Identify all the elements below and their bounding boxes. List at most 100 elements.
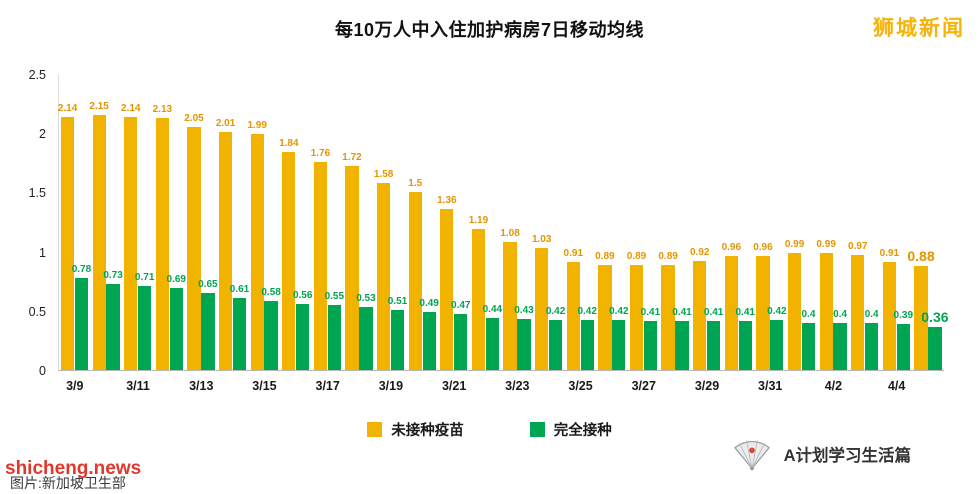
bar-vaccinated — [580, 320, 594, 370]
bar-unvaccinated — [282, 152, 296, 370]
legend-item-unvaccinated: 未接种疫苗 — [367, 419, 464, 440]
value-label: 0.96 — [721, 242, 742, 254]
bar-vaccinated — [485, 317, 499, 370]
value-label: 1.58 — [373, 168, 394, 180]
bar-group: 1.72 0.53 — [342, 75, 376, 370]
value-label: 0.71 — [134, 271, 155, 283]
bar-group: 2.01 0.61 — [215, 75, 249, 370]
value-label: 0.53 — [356, 293, 376, 305]
bar-group: 0.88 0.36 — [907, 75, 949, 370]
brand-logo: 狮城新闻 — [873, 17, 965, 40]
bar-vaccinated — [896, 323, 910, 370]
value-label: 2.01 — [215, 118, 236, 130]
value-label: 0.41 — [703, 307, 724, 319]
y-tick-label: 0 — [39, 364, 46, 378]
value-label: 0.36 — [921, 309, 949, 326]
value-label: 2.05 — [184, 113, 204, 125]
value-label: 1.99 — [247, 120, 267, 132]
credit-text: 图片:新加坡卫生部 — [10, 475, 126, 491]
x-tick-label: 4/2 — [824, 379, 843, 393]
y-tick-label: 2 — [39, 127, 46, 142]
y-tick-label: 1.5 — [28, 186, 46, 201]
bar-group: 1.58 0.51 3/19 — [373, 75, 407, 393]
value-label: 0.44 — [482, 303, 503, 315]
value-label: 0.97 — [848, 241, 868, 253]
bar-unvaccinated — [408, 192, 422, 370]
value-label: 1.08 — [500, 228, 520, 240]
bar-unvaccinated — [914, 265, 928, 370]
legend: 未接种疫苗 完全接种 — [0, 419, 979, 440]
value-label: 2.13 — [152, 103, 173, 115]
value-label: 0.91 — [879, 248, 900, 260]
legend-label-vaccinated: 完全接种 — [553, 423, 612, 439]
bar-unvaccinated — [250, 134, 264, 370]
value-label: 0.43 — [514, 305, 534, 317]
value-label: 0.41 — [735, 307, 755, 319]
legend-item-vaccinated: 完全接种 — [529, 419, 612, 440]
footer-brand: A计划学习生活篇 — [729, 436, 911, 472]
bar-vaccinated — [928, 327, 942, 370]
value-label: 0.42 — [545, 306, 566, 318]
bar-unvaccinated — [471, 229, 486, 370]
value-label: 0.89 — [658, 250, 678, 262]
x-tick-label: 3/11 — [126, 379, 150, 393]
bar-vaccinated — [264, 301, 278, 370]
x-tick-label: 3/31 — [758, 379, 783, 393]
fan-icon — [729, 436, 775, 472]
bar-vaccinated — [106, 283, 120, 370]
y-tick-label: 1 — [39, 245, 46, 260]
value-label: 0.55 — [324, 290, 345, 302]
value-label: 1.84 — [279, 138, 299, 150]
x-tick-label: 3/9 — [66, 379, 84, 393]
value-label: 0.56 — [292, 289, 313, 301]
value-label: 0.99 — [816, 238, 836, 250]
bar-group: 1.76 0.55 3/17 — [311, 75, 345, 393]
value-label: 0.42 — [609, 306, 629, 318]
legend-label-unvaccinated: 未接种疫苗 — [391, 423, 464, 439]
bar-group: 0.89 0.42 — [595, 75, 629, 370]
bar-vaccinated — [738, 321, 752, 370]
bar-vaccinated — [296, 303, 310, 370]
bar-unvaccinated — [724, 256, 738, 370]
bar-vaccinated — [865, 322, 879, 370]
bar-unvaccinated — [693, 261, 707, 370]
bar-group: 0.96 0.41 — [721, 75, 755, 370]
bar-group: 0.99 0.4 — [785, 75, 818, 370]
value-label: 1.5 — [408, 178, 423, 190]
x-tick-label: 3/29 — [694, 379, 720, 393]
bar-group: 0.97 0.4 — [848, 75, 881, 370]
bar-unvaccinated — [124, 116, 138, 370]
bar-group: 2.13 0.69 — [152, 75, 186, 370]
value-label: 0.78 — [71, 263, 92, 275]
value-label: 1.72 — [342, 152, 362, 164]
value-label: 0.88 — [907, 247, 935, 264]
bar-vaccinated — [232, 297, 247, 370]
value-label: 0.41 — [640, 307, 661, 319]
bar-group: 1.19 0.44 — [469, 75, 503, 370]
bar-unvaccinated — [566, 262, 580, 370]
bar-group: 0.89 0.41 — [658, 75, 692, 370]
value-label: 0.4 — [864, 308, 879, 320]
x-tick-label: 3/21 — [441, 379, 467, 393]
value-label: 0.4 — [833, 308, 848, 320]
bar-group: 0.91 0.39 4/4 — [879, 75, 914, 393]
value-label: 0.47 — [451, 300, 471, 312]
bar-unvaccinated — [787, 252, 802, 370]
value-label: 0.91 — [563, 248, 584, 260]
x-tick-label: 3/27 — [631, 379, 656, 393]
bar-group: 1.03 0.42 — [532, 75, 566, 370]
value-label: 0.41 — [672, 307, 692, 319]
value-label: 1.36 — [437, 194, 457, 206]
bar-vaccinated — [548, 320, 563, 370]
chart-title: 每10万人中入住加护病房7日移动均线 — [334, 20, 645, 40]
value-label: 0.69 — [166, 274, 186, 286]
bar-group: 1.08 0.43 3/23 — [500, 75, 534, 393]
value-label: 0.89 — [626, 250, 647, 262]
bar-vaccinated — [359, 307, 373, 370]
value-label: 0.39 — [893, 309, 914, 321]
bar-vaccinated — [643, 321, 658, 370]
bar-vaccinated — [327, 304, 341, 370]
bar-unvaccinated — [503, 242, 517, 370]
bar-unvaccinated — [819, 252, 833, 370]
value-label: 0.89 — [595, 250, 615, 262]
